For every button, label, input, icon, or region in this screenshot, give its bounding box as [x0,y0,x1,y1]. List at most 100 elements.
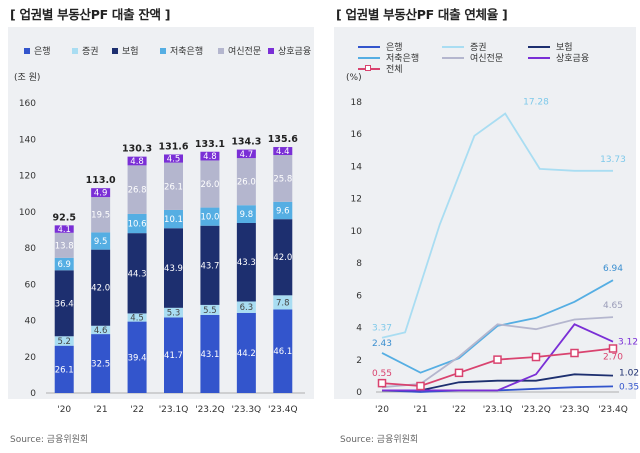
bar-segment-series-5 [236,149,256,159]
delinquency-x-tick-label: '23.3Q [560,405,590,415]
balance-chart-title: [ 업권별 부동산PF 대출 잔액 ] [10,7,171,22]
line-marker [608,344,618,353]
bar-segment-series-1 [54,336,74,346]
line-data-label: 2.43 [372,339,392,349]
bar-total-label: 135.6 [268,134,298,145]
bar-total-label: 131.6 [158,141,188,152]
bar-value-label: 26.8 [128,186,147,196]
legend-label: 상호금융 [556,54,590,64]
bar-segment-series-3 [164,209,183,229]
bar-value-label: 19.5 [91,211,110,221]
bar-value-label: 41.7 [164,351,183,361]
bar-total-label: 134.3 [231,137,261,148]
bar-value-label: 4.7 [240,150,254,160]
legend-swatch [268,47,274,54]
delinquency-x-tick-label: '20 [375,405,389,415]
bar-segment-series-5 [200,151,220,161]
legend-swatch [442,45,464,48]
bar-value-label: 26.1 [164,182,183,192]
bar-segment-series-3 [54,257,74,271]
legend-label: 증권 [82,47,99,57]
legend-label: 은행 [34,47,51,57]
bar-total-label: 130.3 [122,144,152,155]
balance-x-tick-label: '22 [130,405,144,415]
bar-segment-series-5 [273,147,293,156]
balance-stacked-bar-chart: (조 원) 0 20 40 60 80 100 120 140 160 26.1 5.2 36.4 6.… [14,72,305,415]
balance-y-tick-label: 40 [25,317,37,327]
balance-x-tick-label: '23.1Q [159,405,189,415]
bar-value-label: 4.5 [167,155,181,165]
legend-swatch [358,64,380,71]
bar-value-label: 5.5 [203,306,217,316]
legend-label: 저축은행 [386,54,420,64]
bar-value-label: 5.2 [57,337,71,347]
bar-segment-series-5 [127,156,147,166]
line-marker [570,348,579,358]
legend-item-series-4: 여신전문 [442,51,503,64]
delinquency-chart-panel: [ 업권별 부동산PF 대출 연체율 ] 은행 증권 보험 저축은행 여신전문 상호금융 전… [330,0,640,453]
bar-total-label: 92.5 [52,212,75,223]
bar-segment-series-0 [164,317,183,393]
legend-label: 여신전문 [470,54,504,64]
bar-value-label: 13.8 [55,241,74,251]
bar-segment-series-1 [127,313,147,322]
delinquency-y-tick-label: 0 [356,388,362,398]
legend-item-series-0: 은행 [24,44,51,57]
line-data-label: 4.65 [603,301,623,311]
balance-y-tick-label: 100 [19,208,36,218]
bar-value-label: 25.8 [273,174,292,184]
bar-segment-series-5 [91,188,111,198]
bar-value-label: 6.9 [57,260,71,270]
legend-swatch [358,45,380,48]
legend-swatch [218,47,224,54]
legend-swatch [442,56,464,59]
line-data-label: 2.70 [603,353,623,363]
line-data-label: 3.12 [618,338,638,348]
line-series-5 [382,323,614,392]
line-data-label: 6.94 [603,264,623,274]
bar-value-label: 43.9 [164,264,183,274]
bar-segment-series-4 [236,158,256,206]
bar-segment-series-2 [236,222,256,302]
legend-label: 전체 [386,65,403,75]
bar-segment-series-1 [164,307,183,318]
bar-segment-series-2 [273,219,293,296]
legend-swatch [358,56,380,59]
bar-value-label: 43.7 [200,261,219,271]
bar-segment-series-1 [200,304,220,315]
bar-value-label: 4.4 [276,147,290,157]
bar-segment-series-4 [200,160,220,208]
bar-value-label: 4.6 [94,326,108,336]
legend-item-series-5: 상호금융 [528,51,589,64]
line-data-label: 1.02 [619,369,639,379]
bar-segment-series-2 [91,249,111,326]
bar-value-label: 10.0 [200,213,219,223]
bar-value-label: 26.0 [200,180,219,190]
legend-swatch [112,47,118,54]
bar-segment-series-2 [164,228,183,308]
bar-value-label: 10.1 [164,215,183,225]
balance-y-tick-label: 0 [30,389,36,399]
legend-item-series-4: 여신전문 [218,44,261,57]
bar-segment-series-3 [273,201,293,220]
line-data-label: 13.73 [600,155,626,165]
delinquency-y-tick-label: 10 [351,227,363,237]
legend-item-series-0: 은행 [358,40,403,53]
bar-segment-series-5 [54,225,74,233]
balance-x-tick-label: '23.4Q [268,405,298,415]
legend-swatch [24,47,30,54]
bar-value-label: 9.6 [276,206,290,216]
bar-segment-series-4 [164,162,183,210]
legend-item-series-3: 저축은행 [160,44,203,57]
bar-segment-series-1 [91,325,111,335]
line-data-label: 17.28 [523,98,549,108]
bar-value-label: 26.0 [237,178,256,188]
bar-segment-series-1 [273,295,293,310]
line-marker [531,352,541,362]
bar-value-label: 6.3 [240,303,254,313]
bar-value-label: 5.3 [167,309,181,319]
balance-y-tick-label: 20 [25,353,37,363]
balance-y-tick-label: 140 [19,135,36,145]
bar-value-label: 4.8 [203,152,217,162]
bar-value-label: 36.4 [55,299,74,309]
